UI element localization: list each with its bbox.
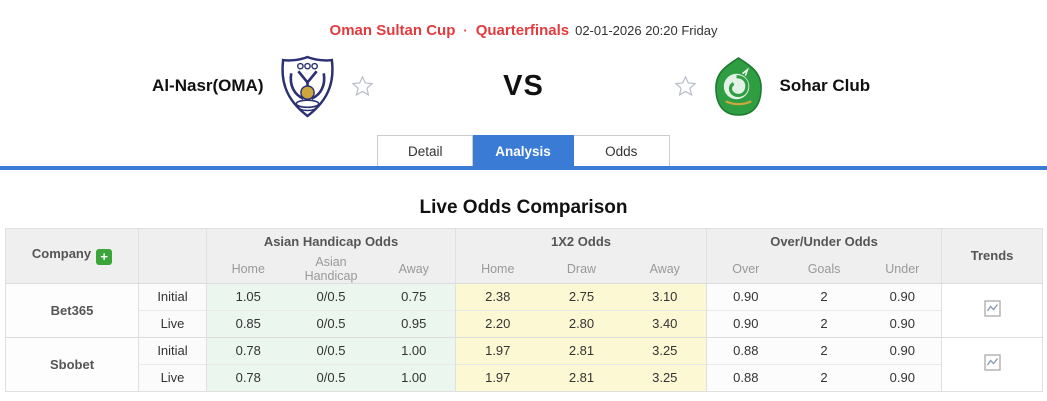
odds-row: Live 0.78 0/0.5 1.00 1.97 2.81 3.25 0.88… xyxy=(6,363,1043,391)
ou-over-subheader: Over xyxy=(706,254,785,283)
stage-name: Quarterfinals xyxy=(475,22,570,39)
cell-ou-goals: 2 xyxy=(784,309,864,337)
company-column-header: Company + xyxy=(5,228,139,283)
line-type-column-header xyxy=(138,228,207,283)
cell-1x2-away: 3.25 xyxy=(623,363,708,391)
cell-1x2-home: 1.97 xyxy=(455,336,540,364)
company-header-label: Company xyxy=(31,246,92,262)
tab-detail[interactable]: Detail xyxy=(377,135,474,166)
cell-ah-home: 0.78 xyxy=(206,363,290,391)
away-favorite-star-icon[interactable] xyxy=(673,75,697,97)
home-favorite-star-icon[interactable] xyxy=(350,75,374,97)
tab-analysis[interactable]: Analysis xyxy=(473,135,574,166)
cell-ou-over: 0.90 xyxy=(706,282,785,310)
cell-ah-line: 0/0.5 xyxy=(289,309,373,337)
asian-handicap-group-header: Asian Handicap Odds xyxy=(206,228,456,255)
trends-cell xyxy=(941,282,1043,337)
cell-1x2-draw: 2.81 xyxy=(539,363,624,391)
company-name: Sbobet xyxy=(5,336,139,391)
tab-bar: Detail Analysis Odds xyxy=(0,135,1047,166)
cell-1x2-draw: 2.80 xyxy=(539,309,624,337)
cell-ah-line: 0/0.5 xyxy=(289,336,373,364)
separator-dot: · xyxy=(463,23,468,38)
trends-column-header: Trends xyxy=(941,228,1043,283)
line-type-label: Live xyxy=(138,363,207,391)
1x2-draw-subheader: Draw xyxy=(539,254,624,283)
match-header: Oman Sultan Cup · Quarterfinals 02-01-2026 … xyxy=(0,0,1047,39)
cell-1x2-away: 3.10 xyxy=(623,282,708,310)
trend-chart-icon[interactable] xyxy=(983,354,1001,371)
ou-under-subheader: Under xyxy=(863,254,943,283)
cell-ou-under: 0.90 xyxy=(863,309,943,337)
cell-ou-goals: 2 xyxy=(784,363,864,391)
away-team-name: Sohar Club xyxy=(779,76,871,95)
trend-chart-icon[interactable] xyxy=(983,300,1001,317)
line-type-label: Live xyxy=(138,309,207,337)
home-team-name: Al-Nasr(OMA) xyxy=(152,76,264,95)
cell-1x2-draw: 2.81 xyxy=(539,336,624,364)
match-datetime: 02-01-2026 20:20 Friday xyxy=(575,23,718,38)
odds-row: Bet365 Initial 1.05 0/0.5 0.75 2.38 2.75… xyxy=(5,282,1043,337)
cell-1x2-home: 2.38 xyxy=(455,282,540,310)
1x2-group-header: 1X2 Odds xyxy=(455,228,708,255)
cell-ou-under: 0.90 xyxy=(863,282,943,310)
1x2-home-subheader: Home xyxy=(455,254,540,283)
cell-ou-under: 0.90 xyxy=(863,363,943,391)
cell-ah-home: 0.78 xyxy=(206,336,290,364)
cell-ou-goals: 2 xyxy=(784,282,864,310)
cell-ou-under: 0.90 xyxy=(863,336,943,364)
away-team: Sohar Club xyxy=(673,55,1047,118)
line-type-label: Initial xyxy=(138,336,207,364)
tab-underline xyxy=(0,166,1047,170)
cell-ah-away: 0.95 xyxy=(372,309,456,337)
line-type-label: Initial xyxy=(138,282,207,310)
cell-ah-line: 0/0.5 xyxy=(289,282,373,310)
tab-odds[interactable]: Odds xyxy=(573,135,670,166)
1x2-away-subheader: Away xyxy=(623,254,708,283)
odds-row: Live 0.85 0/0.5 0.95 2.20 2.80 3.40 0.90… xyxy=(6,309,1043,337)
cell-1x2-away: 3.25 xyxy=(623,336,708,364)
odds-row: Sbobet Initial 0.78 0/0.5 1.00 1.97 2.81… xyxy=(5,336,1043,391)
ou-goals-subheader: Goals xyxy=(784,254,864,283)
cell-ou-over: 0.88 xyxy=(706,336,785,364)
cell-ah-home: 1.05 xyxy=(206,282,290,310)
cell-ou-goals: 2 xyxy=(784,336,864,364)
away-team-crest-icon xyxy=(714,56,762,116)
company-name: Bet365 xyxy=(5,282,139,337)
over-under-group-header: Over/Under Odds xyxy=(706,228,943,255)
cell-ah-away: 1.00 xyxy=(372,336,456,364)
vs-label: VS xyxy=(503,69,544,102)
home-team: Al-Nasr(OMA) xyxy=(0,55,374,118)
cell-1x2-home: 2.20 xyxy=(455,309,540,337)
cell-ah-line: 0/0.5 xyxy=(289,363,373,391)
ah-home-subheader: Home xyxy=(206,254,290,283)
ah-away-subheader: Away xyxy=(372,254,456,283)
section-title: Live Odds Comparison xyxy=(419,197,628,218)
trends-cell xyxy=(941,336,1043,391)
odds-table-wrap: Company + Asian Handicap Odds 1X2 Odds Ov… xyxy=(5,228,1044,392)
cell-ah-home: 0.85 xyxy=(206,309,290,337)
cell-1x2-draw: 2.75 xyxy=(539,282,624,310)
match-banner: Al-Nasr(OMA) VS Sohar xyxy=(0,52,1047,120)
cell-1x2-home: 1.97 xyxy=(455,363,540,391)
cell-ah-away: 0.75 xyxy=(372,282,456,310)
league-name: Oman Sultan Cup xyxy=(329,22,456,39)
ah-line-subheader: Asian Handicap xyxy=(289,254,373,283)
cell-ou-over: 0.88 xyxy=(706,363,785,391)
cell-ah-away: 1.00 xyxy=(372,363,456,391)
home-team-crest-icon xyxy=(280,55,334,117)
add-company-icon[interactable]: + xyxy=(96,249,113,266)
live-odds-table: Company + Asian Handicap Odds 1X2 Odds Ov… xyxy=(5,228,1044,392)
cell-ou-over: 0.90 xyxy=(706,309,785,337)
cell-1x2-away: 3.40 xyxy=(623,309,708,337)
